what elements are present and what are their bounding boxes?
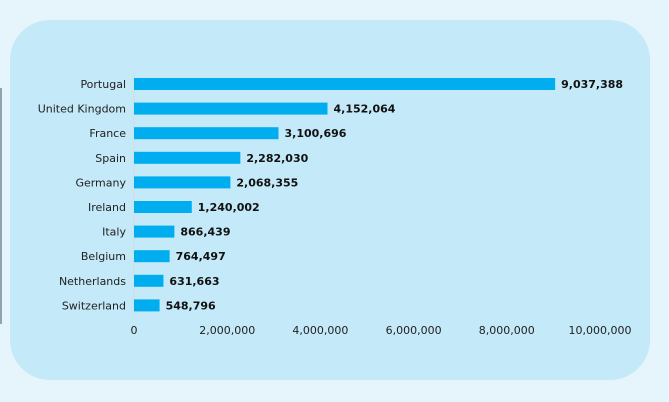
value-label-belgium: 764,497	[176, 250, 226, 263]
value-label-spain: 2,282,030	[246, 152, 308, 165]
category-label-switzerland: Switzerland	[62, 299, 126, 312]
value-label-netherlands: 631,663	[169, 275, 219, 288]
bar-portugal	[134, 78, 556, 90]
bar-united-kingdom	[134, 102, 328, 115]
value-label-portugal: 9,037,388	[561, 78, 623, 91]
bar-italy	[134, 225, 175, 238]
value-label-ireland: 1,240,002	[198, 201, 260, 214]
x-tick-label: 6,000,000	[386, 324, 442, 337]
bar-belgium	[134, 250, 170, 263]
category-label-spain: Spain	[95, 152, 126, 165]
bar-germany	[134, 176, 231, 189]
x-tick-label: 10,000,000	[569, 324, 632, 337]
category-label-italy: Italy	[102, 226, 126, 239]
bar-netherlands	[134, 274, 164, 287]
category-label-portugal: Portugal	[80, 78, 126, 91]
left-divider	[0, 88, 2, 324]
value-label-france: 3,100,696	[284, 127, 346, 140]
x-tick-labels-group: 0 2,000,000 4,000,000 6,000,000 8,000,000 10,…	[131, 324, 632, 337]
bar-switzerland	[134, 299, 160, 312]
category-labels-group: Portugal United Kingdom France Spain Germany…	[38, 78, 127, 312]
x-tick-label: 4,000,000	[292, 324, 348, 337]
bar-ireland	[134, 201, 192, 213]
category-label-france: France	[89, 127, 126, 140]
value-labels-group: 9,037,388 4,152,064 3,100,696 2,282,030 2,06…	[166, 78, 624, 312]
category-label-belgium: Belgium	[81, 250, 126, 263]
category-label-ireland: Ireland	[88, 201, 126, 214]
bar-france	[134, 127, 279, 140]
value-label-switzerland: 548,796	[166, 299, 216, 312]
x-tick-label: 8,000,000	[479, 324, 535, 337]
value-label-united-kingdom: 4,152,064	[333, 103, 395, 116]
category-label-germany: Germany	[75, 176, 126, 189]
category-label-netherlands: Netherlands	[59, 275, 126, 288]
bar-spain	[134, 151, 241, 164]
value-label-germany: 2,068,355	[236, 176, 298, 189]
x-tick-label: 2,000,000	[199, 324, 255, 337]
x-tick-label: 0	[131, 324, 138, 337]
value-label-italy: 866,439	[180, 226, 230, 239]
category-label-united-kingdom: United Kingdom	[38, 103, 126, 116]
bars-group	[134, 78, 556, 312]
